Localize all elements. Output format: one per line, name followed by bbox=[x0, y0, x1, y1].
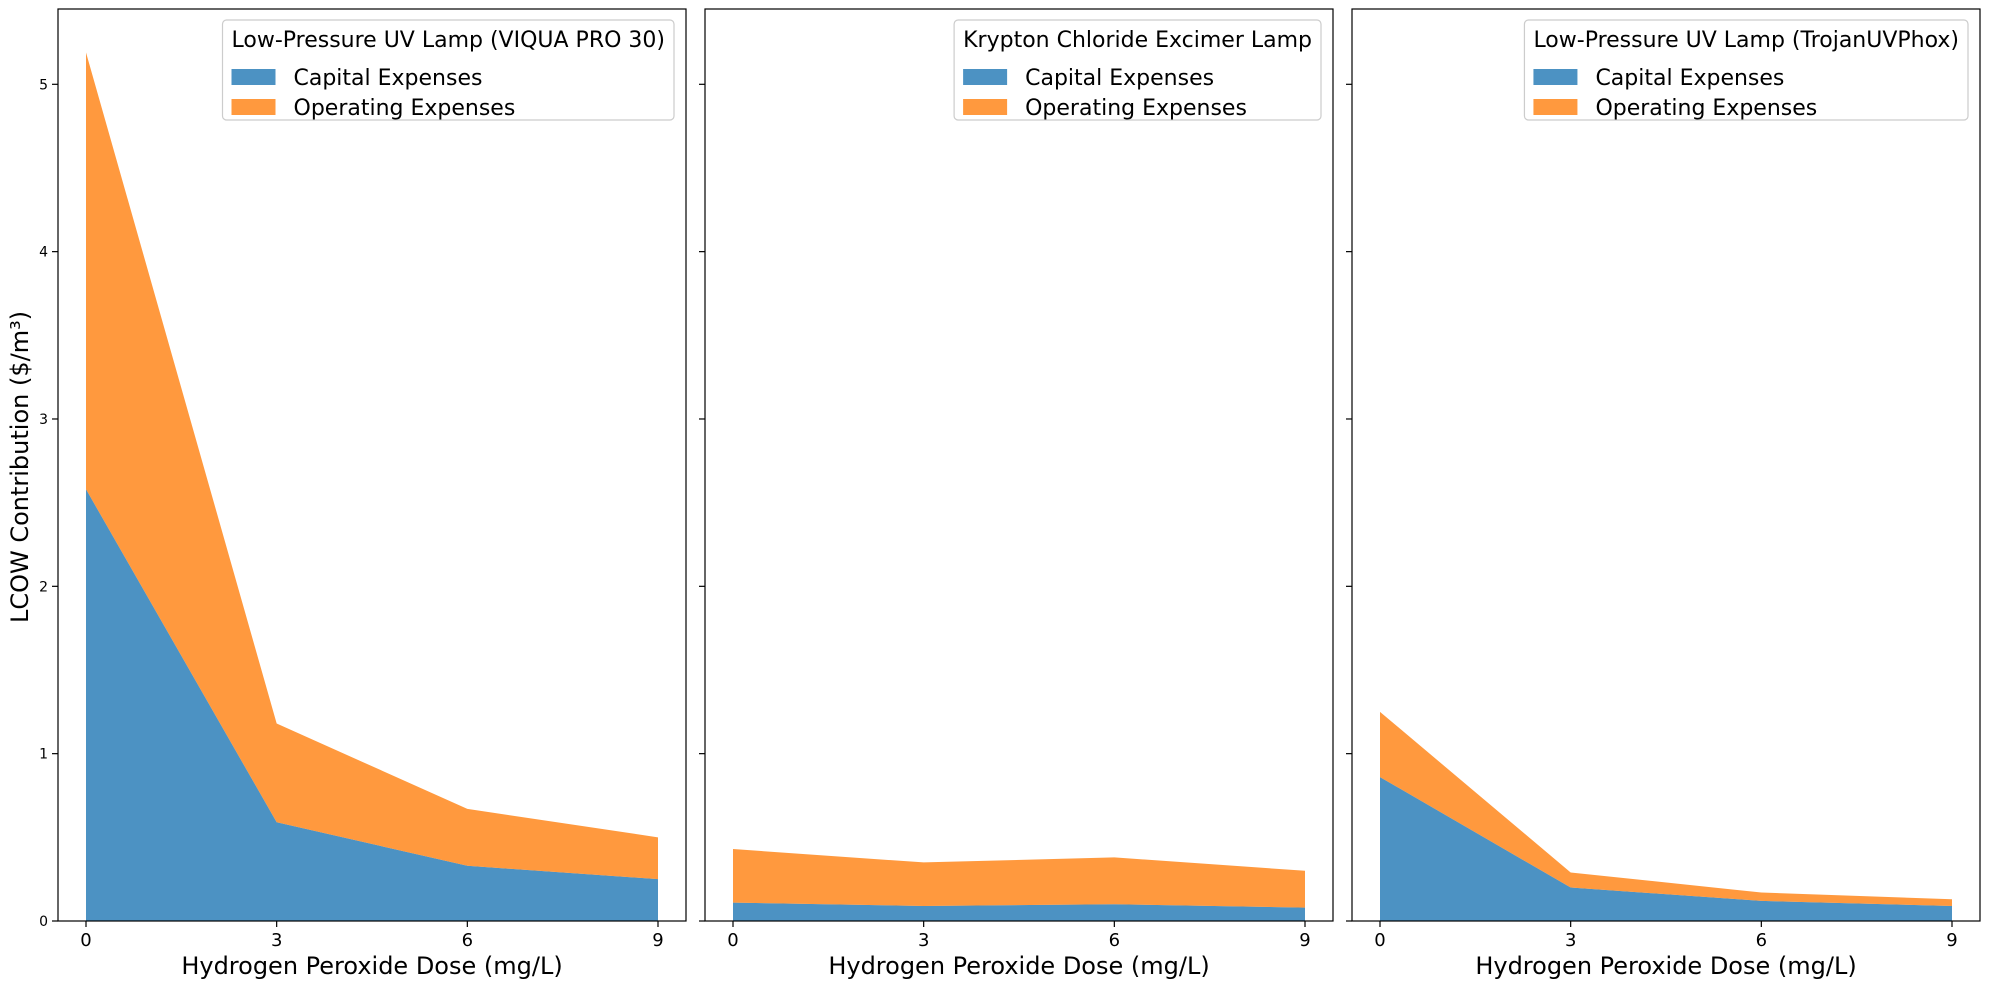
x-tick-label: 6 bbox=[462, 930, 473, 951]
x-tick-label: 3 bbox=[1565, 930, 1576, 951]
panel-2-legend: Krypton Chloride Excimer Lamp Capital Exp… bbox=[953, 19, 1322, 121]
legend-entry-label: Capital Expenses bbox=[1025, 66, 1214, 91]
legend-entry-label: Capital Expenses bbox=[1595, 66, 1784, 91]
legend-box bbox=[221, 19, 675, 121]
panel-3-axes-frame bbox=[1351, 8, 1981, 922]
panel-2-x-axis-label: Hydrogen Peroxide Dose (mg/L) bbox=[828, 952, 1209, 980]
panel-1-legend: Low-Pressure UV Lamp (VIQUA PRO 30) Capit… bbox=[221, 19, 675, 121]
x-tick-label: 0 bbox=[1374, 930, 1385, 951]
panel-1-area-operating bbox=[86, 52, 658, 880]
legend-swatch-capital bbox=[231, 69, 276, 85]
legend-title: Low-Pressure UV Lamp (VIQUA PRO 30) bbox=[232, 28, 666, 53]
figure-y-axis-label: LCOW Contribution ($/m³) bbox=[6, 311, 34, 623]
x-tick-label: 9 bbox=[652, 930, 663, 951]
panel-2-axes-frame bbox=[704, 8, 1334, 922]
panel-1: 0 3 6 9 0 1 2 3 4 5 Hydrogen Peroxide Dose (mg/L) L… bbox=[39, 8, 687, 980]
legend-box bbox=[1523, 19, 1969, 121]
x-tick-label: 9 bbox=[1299, 930, 1310, 951]
panel-2-area-capital bbox=[733, 902, 1305, 921]
y-tick-label: 0 bbox=[39, 914, 48, 930]
x-tick-label: 6 bbox=[1109, 930, 1120, 951]
y-tick-label: 5 bbox=[39, 77, 48, 93]
legend-swatch-operating bbox=[231, 99, 276, 115]
panel-3: 0 3 6 9 Hydrogen Peroxide Dose (mg/L) Low-Pre… bbox=[1346, 8, 1981, 980]
panels: 0 3 6 9 0 1 2 3 4 5 Hydrogen Peroxide Dose (mg/L) L… bbox=[39, 8, 1981, 980]
y-tick-label: 4 bbox=[39, 245, 48, 261]
panel-1-axes-frame bbox=[57, 8, 687, 922]
panel-3-area-operating bbox=[1380, 711, 1952, 906]
panel-1-x-axis-label: Hydrogen Peroxide Dose (mg/L) bbox=[181, 952, 562, 980]
legend-swatch-operating bbox=[1533, 99, 1578, 115]
panel-3-x-axis-label: Hydrogen Peroxide Dose (mg/L) bbox=[1475, 952, 1856, 980]
y-tick-label: 3 bbox=[39, 412, 48, 428]
x-tick-label: 0 bbox=[80, 930, 91, 951]
panel-2-area-operating bbox=[733, 849, 1305, 908]
legend-entry-label: Operating Expenses bbox=[1025, 96, 1247, 121]
panel-3-legend: Low-Pressure UV Lamp (TrojanUVPhox) Capit… bbox=[1523, 19, 1969, 121]
x-tick-label: 0 bbox=[727, 930, 738, 951]
y-tick-label: 1 bbox=[39, 747, 48, 763]
legend-swatch-capital bbox=[1533, 69, 1578, 85]
x-tick-label: 6 bbox=[1756, 930, 1767, 951]
legend-swatch-operating bbox=[963, 99, 1008, 115]
legend-swatch-capital bbox=[963, 69, 1008, 85]
legend-box bbox=[953, 19, 1322, 121]
legend-entry-label: Operating Expenses bbox=[1595, 96, 1817, 121]
panel-3-area-capital bbox=[1380, 777, 1952, 921]
x-tick-label: 3 bbox=[918, 930, 929, 951]
legend-entry-label: Capital Expenses bbox=[294, 66, 483, 91]
x-tick-label: 3 bbox=[271, 930, 282, 951]
panel-2: 0 3 6 9 Hydrogen Peroxide Dose (mg/L) Krypton… bbox=[699, 8, 1334, 980]
legend-title: Krypton Chloride Excimer Lamp bbox=[963, 28, 1312, 53]
x-tick-label: 9 bbox=[1946, 930, 1957, 951]
panel-1-area-capital bbox=[86, 489, 658, 921]
legend-title: Low-Pressure UV Lamp (TrojanUVPhox) bbox=[1533, 28, 1959, 53]
legend-entry-label: Operating Expenses bbox=[294, 96, 516, 121]
y-tick-label: 2 bbox=[39, 579, 48, 595]
